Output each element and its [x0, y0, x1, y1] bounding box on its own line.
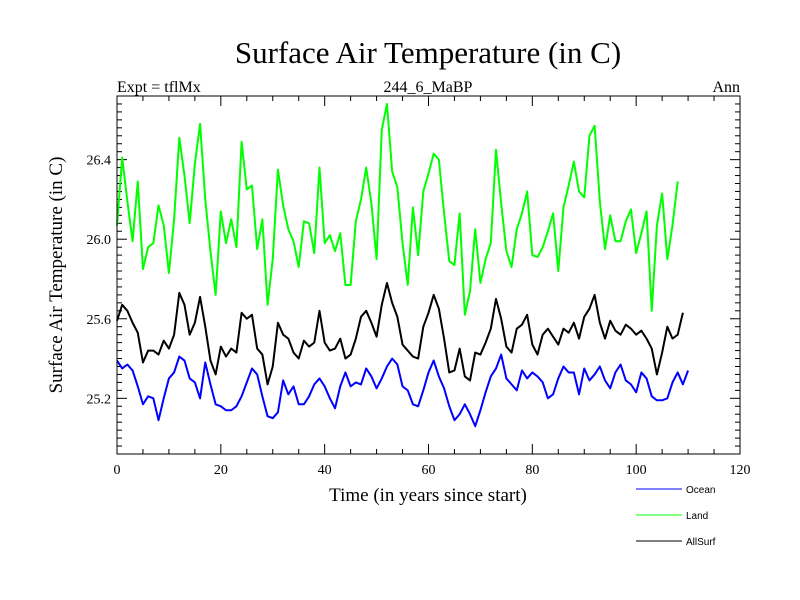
x-tick-label: 80 — [525, 463, 539, 478]
x-axis-label: Time (in years since start) — [329, 485, 527, 506]
series-layer — [116, 102, 690, 428]
x-tick-label: 120 — [730, 463, 751, 478]
legend: Ocean Land AllSurf — [636, 485, 716, 548]
legend-label-land: Land — [686, 511, 708, 522]
x-tick-label: 100 — [626, 463, 647, 478]
x-tick-label: 40 — [318, 463, 332, 478]
period-label: 244_6_MaBP — [384, 79, 473, 96]
series-line-allsurf — [116, 281, 684, 386]
x-tick-label: 0 — [114, 463, 121, 478]
y-tick-label: 26.4 — [87, 154, 112, 169]
legend-label-ocean: Ocean — [686, 485, 715, 496]
y-tick-label: 25.6 — [87, 313, 112, 328]
chart-title: Surface Air Temperature (in C) — [235, 35, 621, 70]
experiment-label: Expt = tflMx — [117, 79, 201, 96]
y-axis-label: Surface Air Temperature (in C) — [46, 157, 67, 394]
x-tick-label: 60 — [422, 463, 436, 478]
plot-frame — [116, 95, 741, 455]
x-tick-label: 20 — [214, 463, 228, 478]
season-label: Ann — [712, 79, 740, 96]
series-line-ocean — [116, 353, 690, 428]
legend-label-allsurf: AllSurf — [686, 537, 716, 548]
y-tick-label: 25.2 — [87, 392, 112, 407]
y-tick-label: 26.0 — [87, 233, 112, 248]
series-line-land — [116, 102, 679, 316]
